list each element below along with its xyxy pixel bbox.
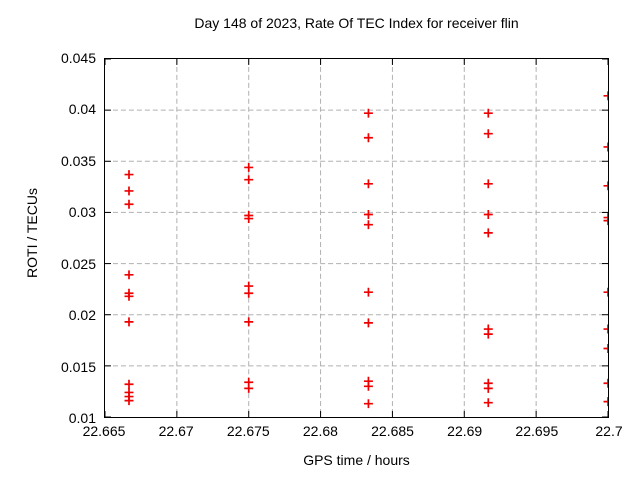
y-tick-label: 0.025 <box>60 255 96 272</box>
data-point-marker <box>603 343 608 353</box>
y-tick-label: 0.02 <box>68 307 96 324</box>
data-point-marker <box>483 129 493 139</box>
data-point-marker <box>363 318 373 328</box>
data-point-marker <box>124 317 134 327</box>
data-point-marker <box>603 91 608 101</box>
data-point-marker <box>244 317 254 327</box>
data-point-marker <box>363 399 373 409</box>
data-point-marker <box>363 179 373 189</box>
x-tick-label: 22.69 <box>447 423 483 439</box>
data-point-marker <box>483 209 493 219</box>
data-point-marker <box>363 133 373 143</box>
data-point-marker <box>363 209 373 219</box>
y-tick-label: 0.035 <box>60 152 96 169</box>
data-point-marker <box>124 379 134 389</box>
data-point-marker <box>124 186 134 196</box>
x-tick-label: 22.7 <box>595 423 623 439</box>
x-tick-label: 22.68 <box>302 423 338 439</box>
data-point-marker <box>603 213 608 223</box>
data-point-marker <box>363 108 373 118</box>
data-point-marker <box>603 378 608 388</box>
data-point-marker <box>603 397 608 407</box>
data-point-marker <box>483 179 493 189</box>
x-tick-label: 22.67 <box>158 423 194 439</box>
data-point-marker <box>603 216 608 226</box>
data-point-marker <box>124 270 134 280</box>
x-axis-label: GPS time / hours <box>303 452 410 468</box>
data-point-marker <box>603 324 608 334</box>
data-point-marker <box>124 199 134 209</box>
x-tick-label: 22.675 <box>226 423 270 439</box>
data-point-marker <box>603 181 608 191</box>
data-point-marker <box>483 228 493 238</box>
data-point-marker <box>244 175 254 185</box>
y-tick-label: 0.045 <box>60 50 96 66</box>
data-point-marker <box>603 287 608 297</box>
data-point-marker <box>483 329 493 339</box>
data-point-marker <box>483 108 493 118</box>
chart-title: Day 148 of 2023, Rate Of TEC Index for r… <box>194 15 519 31</box>
data-point-marker <box>363 220 373 230</box>
data-point-marker <box>244 288 254 298</box>
plot-canvas <box>105 59 608 417</box>
y-tick-label: 0.01 <box>68 410 96 426</box>
data-point-marker <box>603 142 608 152</box>
data-point-marker <box>244 162 254 172</box>
data-point-marker <box>483 383 493 393</box>
y-tick-label: 0.04 <box>68 101 96 118</box>
x-tick-label: 22.695 <box>515 423 559 439</box>
data-point-marker <box>124 291 134 301</box>
x-tick-label: 22.665 <box>82 423 126 439</box>
data-point-marker <box>124 170 134 180</box>
data-point-marker <box>244 214 254 224</box>
data-point-marker <box>363 287 373 297</box>
data-point-marker <box>244 383 254 393</box>
data-point-marker <box>363 381 373 391</box>
data-point-marker <box>124 396 134 406</box>
plot-area <box>104 58 609 418</box>
data-point-marker <box>483 398 493 408</box>
y-tick-label: 0.015 <box>60 358 96 375</box>
x-tick-label: 22.685 <box>371 423 414 439</box>
y-tick-label: 0.03 <box>68 204 96 221</box>
